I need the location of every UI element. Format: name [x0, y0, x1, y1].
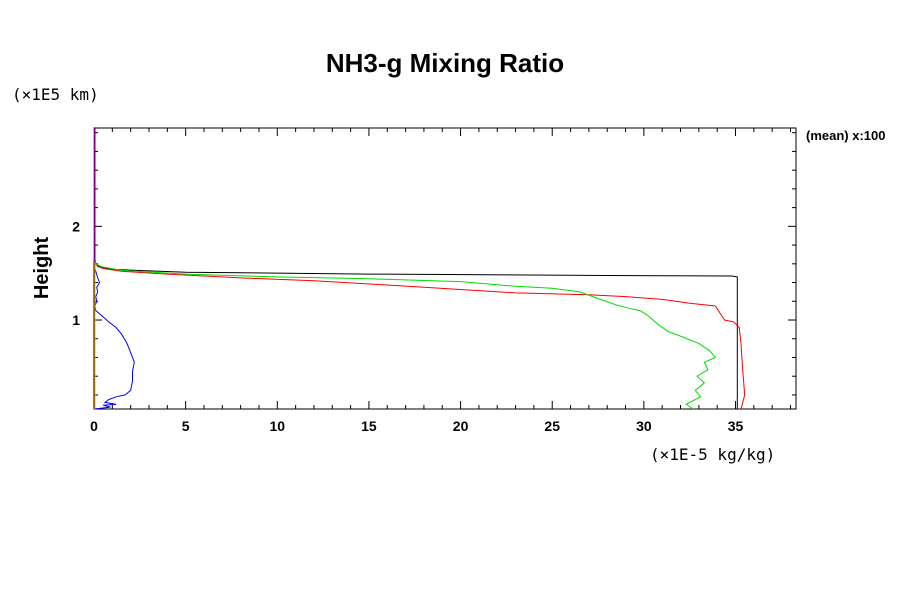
x-tick-label: 20	[453, 418, 469, 434]
mean-note: (mean) x:100	[806, 128, 885, 143]
series-line-1	[94, 128, 738, 409]
series-group	[93, 128, 746, 410]
plot-frame	[93, 127, 797, 410]
y-axis-unit: (×1E5 km)	[12, 85, 99, 104]
y-tick-label: 2	[72, 218, 80, 234]
tick-labels: 0 5 10 15 20 25 30 35 1 2	[72, 218, 743, 434]
x-tick-label: 10	[270, 418, 286, 434]
series-line-3	[94, 259, 717, 410]
series-line-4	[93, 259, 135, 410]
x-tick-label: 35	[728, 418, 744, 434]
x-tick-label: 0	[90, 418, 98, 434]
x-tick-label: 25	[544, 418, 560, 434]
x-axis-unit: (×1E-5 kg/kg)	[650, 445, 775, 464]
x-tick-label: 5	[182, 418, 190, 434]
series-line-2	[94, 259, 746, 410]
axis-ticks	[93, 128, 796, 409]
chart-title: NH3-g Mixing Ratio	[326, 48, 564, 78]
y-axis-label: Height	[31, 237, 53, 300]
x-tick-label: 30	[636, 418, 652, 434]
y-tick-label: 1	[72, 312, 80, 328]
x-tick-label: 15	[361, 418, 377, 434]
